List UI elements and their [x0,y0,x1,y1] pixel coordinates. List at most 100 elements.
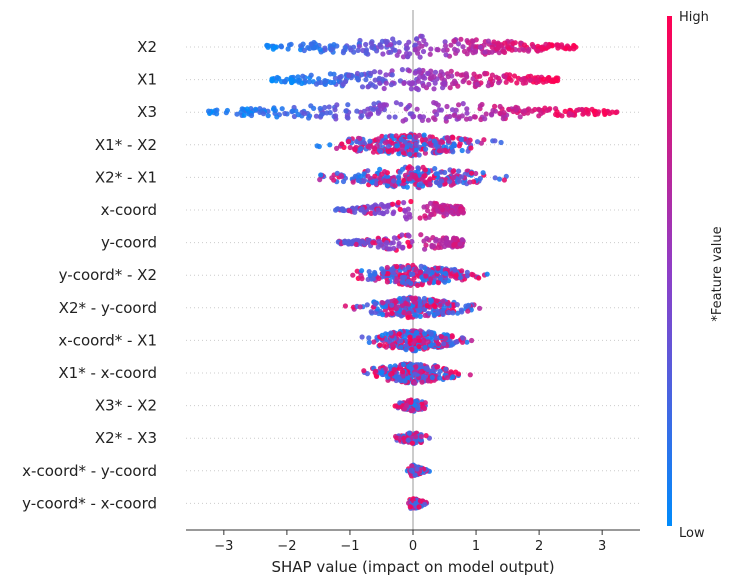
shap-point [496,80,502,86]
shap-point [393,133,399,139]
shap-point [443,148,449,154]
shap-point [400,245,406,251]
colorbar [667,16,672,526]
shap-point [389,310,395,316]
shap-point [347,144,353,151]
shap-point [433,238,439,244]
shap-point [406,310,412,316]
shap-point [423,179,429,185]
shap-point [601,109,607,115]
shap-point [327,142,333,148]
shap-point [521,42,528,48]
shap-point [454,71,460,77]
shap-point [441,80,447,86]
shap-point [377,69,383,75]
shap-point [368,70,374,76]
shap-point [489,72,495,78]
shap-point [453,339,459,345]
shap-point [437,368,443,374]
shap-point [366,269,372,275]
shap-point [313,81,320,87]
shap-point [314,143,320,149]
shap-point [443,115,449,121]
shap-point [332,107,338,113]
shap-point [428,276,434,282]
shap-point [393,305,399,312]
shap-point [355,47,361,54]
shap-point [429,374,435,381]
shap-point [288,77,294,83]
shap-point [467,179,473,185]
shap-point [214,107,220,113]
shap-point [422,405,428,412]
shap-point [397,206,403,212]
shap-point [407,111,413,117]
shap-point [415,282,421,288]
shap-point [460,335,466,341]
shap-point [414,85,420,92]
shap-point [511,73,518,79]
shap-point [423,273,429,279]
shap-point [464,269,470,275]
shap-point [434,310,441,316]
shap-point [413,141,419,147]
shap-point [374,373,380,379]
shap-point [422,501,428,508]
shap-point [439,148,445,154]
shap-point [422,312,428,318]
shap-point [393,278,400,284]
shap-point [406,68,412,74]
shap-point [318,79,324,86]
shap-point [358,173,364,180]
shap-point [456,168,462,174]
feature-label: x-coord [101,201,157,219]
shap-point [470,38,476,45]
shap-point [390,201,396,207]
shap-point [398,344,404,350]
shap-point [456,114,462,120]
shap-point [437,204,444,210]
shap-point [409,346,415,352]
feature-label: X2* - y-coord [59,299,157,317]
x-ticks: −3 −2 −1 0 1 2 3 [214,530,606,554]
shap-point [338,206,344,212]
shap-point [532,106,538,113]
shap-point [468,145,474,151]
shap-point [359,238,365,244]
shap-point [404,402,410,408]
shap-point [455,310,461,316]
shap-point [396,240,402,247]
shap-point [334,170,340,176]
shap-point [427,181,433,187]
shap-point [343,108,349,114]
shap-point [407,51,413,57]
shap-point [392,183,398,189]
shap-point [385,178,391,184]
shap-point [492,175,498,181]
shap-point [444,375,450,381]
shap-point [464,110,470,116]
shap-point [372,77,378,83]
shap-point [432,166,438,172]
shap-point [420,48,427,55]
shap-point [367,111,374,117]
shap-point [385,202,391,208]
shap-point [397,296,403,302]
shap-point [384,240,390,246]
shap-point [415,405,421,411]
shap-point [433,203,439,209]
shap-point [393,100,399,106]
shap-point [496,50,502,56]
shap-point [394,263,400,270]
shap-point [377,342,383,348]
shap-point [422,213,428,219]
shap-point [368,309,374,315]
shap-point [380,211,387,217]
shap-point [417,369,423,375]
feature-label: X2* - X3 [95,429,157,447]
feature-label: X2* - X1 [95,168,157,186]
shap-point [403,343,409,349]
shap-point [333,113,339,119]
shap-point [346,208,352,214]
shap-point [425,378,431,384]
